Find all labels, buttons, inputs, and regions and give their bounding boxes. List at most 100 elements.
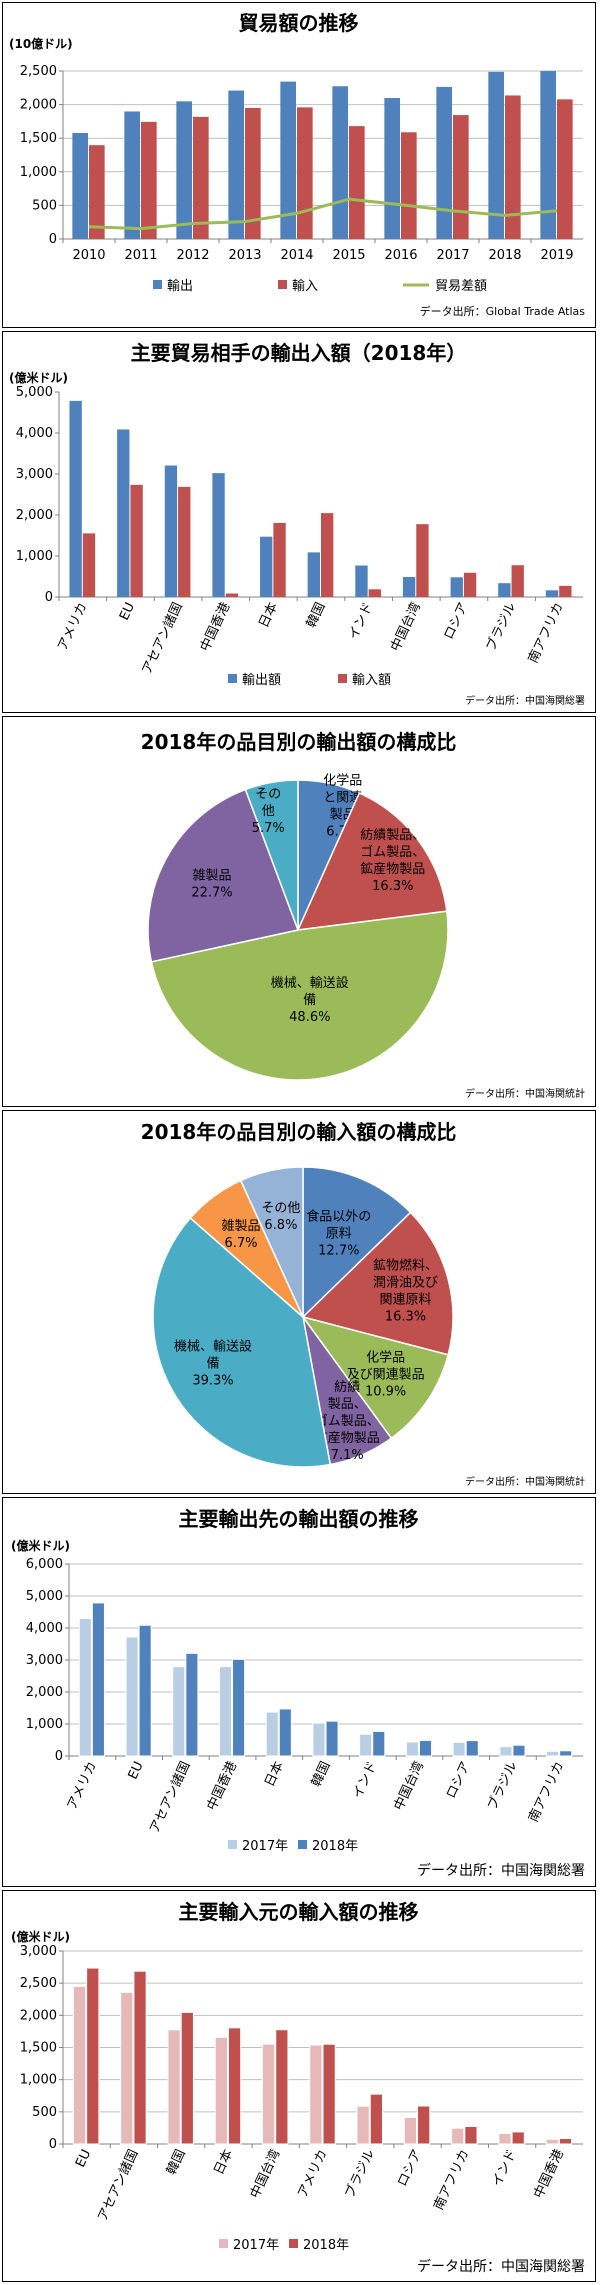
chart-panel-import-composition: 2018年の品目別の輸入額の構成比 食品以外の 原料 12.7% 鉱物燃料、 潤滑油及び関… (2, 1110, 596, 1494)
y-tick-label: 1,000 (20, 165, 57, 180)
pie-slice-label: 及び関連製品 (347, 1367, 425, 1382)
pie-slice-label: 7.1% (331, 1448, 364, 1463)
bar-輸出額-日本 (260, 536, 273, 597)
y-tick-label: 1,000 (16, 549, 53, 564)
bar-2017年-南アフリカ (451, 2127, 465, 2145)
y-tick-label: 2,000 (20, 2008, 57, 2023)
pie-slice-label: 備 (206, 1355, 219, 1371)
chart-panel-export-composition: 2018年の品目別の輸出額の構成比化学品と関連製品6.7%紡績製品、ゴム製品、鉱… (2, 716, 596, 1107)
bar-2017年-中国台湾 (261, 2043, 276, 2145)
pie-slice-label: 潤滑油及び (373, 1275, 438, 1290)
bar-2018年-EU (138, 1624, 152, 1757)
y-tick-label: 2,500 (20, 1976, 57, 1991)
pie-slice-label: 備 (303, 992, 316, 1008)
pie-slice-label: 6.7% (224, 1236, 257, 1251)
chart-title: 主要輸入元の輸入額の推移 (179, 1900, 419, 1924)
bar-輸入-2011 (141, 121, 157, 239)
partners-2018-chart: 主要貿易相手の輸出入額（2018年） (億米ドル) 0 1,000 2,000 3,000… (9, 341, 585, 707)
legend-swatch (278, 280, 287, 289)
pie-slice-label: 雑製品 (221, 1218, 260, 1234)
bar-2017年-日本 (214, 2036, 228, 2145)
bar-輸入-2012 (193, 116, 209, 239)
x-tick-label: 2015 (332, 248, 365, 263)
x-tick-label: 中国香港 (205, 1759, 241, 1812)
x-tick-label: ブラジル (483, 600, 519, 654)
bar-2017年-中国台湾 (405, 1741, 419, 1757)
bar-2018年-アメリカ (322, 2043, 336, 2145)
bar-輸入-2013 (245, 107, 261, 240)
legend-swatch (228, 674, 237, 683)
bar-輸出額-南アフリカ (545, 590, 559, 597)
x-tick-label: 中国台湾 (387, 600, 423, 654)
data-source-note: データ出所：中国海関総署 (417, 1862, 585, 1879)
pie-slice-その他 (244, 779, 299, 931)
bar-輸出額-アメリカ (69, 400, 82, 597)
x-tick-label: 中国香港 (531, 2147, 567, 2200)
pie-slice-label: 紡績製品、 (360, 828, 425, 843)
y-tick-label: 3,000 (20, 1944, 57, 1959)
y-tick-label: 500 (32, 198, 57, 213)
bar-輸出額-アセアン諸国 (164, 465, 178, 597)
legend-label: 輸入額 (352, 673, 391, 688)
pie-slice-label: と関連 (323, 790, 362, 805)
x-tick-label: 南アフリカ (525, 1759, 567, 1825)
bar-輸入額-中国香港 (225, 593, 239, 597)
pie-slice-label: 5.7% (252, 821, 285, 836)
bar-輸入額-ロシア (463, 572, 477, 597)
chart-title: 主要貿易相手の輸出入額（2018年） (131, 341, 467, 365)
y-tick-label: 2,000 (26, 1685, 63, 1700)
bar-2017年-アセアン諸国 (120, 1991, 134, 2145)
data-source-note: データ出所：中国海関統計 (465, 1475, 585, 1488)
bar-輸入額-アメリカ (82, 533, 96, 597)
bar-2017年-ロシア (403, 2116, 418, 2145)
bar-輸入額-南アフリカ (559, 585, 572, 597)
bar-輸出額-ブラジル (498, 583, 511, 597)
pie-slice-雑製品 (147, 788, 300, 963)
bar-2017年-アセアン諸国 (172, 1666, 186, 1757)
bar-2018年-南アフリカ (464, 2126, 478, 2145)
bar-輸出-2011 (124, 111, 140, 239)
pie-slice-label: 39.3% (192, 1373, 233, 1388)
bar-輸入-2019 (557, 99, 573, 239)
x-tick-label: EU (73, 2147, 94, 2169)
bar-輸出-2010 (72, 132, 88, 239)
x-tick-label: 韓国 (164, 2147, 189, 2177)
bar-2017年-中国香港 (218, 1666, 233, 1757)
y-axis-unit-label: (億米ドル) (11, 1538, 70, 1553)
bar-輸入-2015 (349, 126, 365, 239)
bar-2018年-南アフリカ (559, 1750, 573, 1757)
legend-label: 貿易差額 (435, 279, 487, 294)
x-tick-label: 韓国 (304, 600, 329, 630)
y-tick-label: 4,000 (26, 1621, 63, 1636)
legend-label: 2017年 (242, 1839, 288, 1854)
pie-slice-label: 鉱物燃料、 (373, 1257, 438, 1273)
trade-trend-chart: 貿易額の推移 (10億ドル) 0 500 1,000 1,500 2,000 2,500 201… (9, 11, 585, 318)
bar-輸出額-ロシア (450, 577, 463, 597)
x-tick-label: 2018 (488, 248, 521, 263)
data-source-note: データ出所：中国海関総署 (465, 694, 585, 707)
pie-slice-鉱物燃料、潤滑油及び関連原料 (301, 1211, 454, 1356)
import-sources-chart: 主要輸入元の輸入額の推移 (億米ドル) 0 500 1,000 1,500 2,000 2,5… (11, 1900, 585, 2275)
bar-輸出-2013 (228, 90, 244, 239)
legend-label: 輸出 (167, 279, 193, 294)
pie-slice-label: 他 (262, 804, 275, 819)
bar-輸入額-日本 (273, 522, 286, 597)
pie-slice-label: 48.6% (289, 1010, 330, 1025)
x-tick-label: 中国台湾 (391, 1759, 427, 1813)
chart-panel-partners-2018: 主要貿易相手の輸出入額（2018年） (億米ドル) 0 1,000 2,000 3,000… (2, 331, 596, 713)
bar-2018年-中国香港 (232, 1658, 246, 1757)
legend-swatch (338, 674, 347, 683)
bar-2017年-EU (72, 1985, 87, 2145)
bar-2018年-アメリカ (91, 1602, 105, 1757)
chart-title: 主要輸出先の輸出額の推移 (179, 1507, 419, 1531)
bar-2018年-日本 (227, 2027, 242, 2145)
x-tick-label: ブラジル (342, 2147, 378, 2201)
pie-slice-label: 製品、 (328, 1397, 367, 1412)
pie-slice-label: その他 (261, 1201, 300, 1216)
bar-輸入額-韓国 (321, 513, 334, 597)
bar-輸出額-中国台湾 (402, 577, 416, 597)
data-source-note: データ出所：中国海関統計 (465, 1087, 585, 1100)
bar-2017年-ブラジル (356, 2105, 370, 2145)
bar-2017年-アメリカ (78, 1617, 92, 1757)
export-composition-pie: 2018年の品目別の輸出額の構成比化学品と関連製品6.7%紡績製品、ゴム製品、鉱… (141, 730, 585, 1100)
